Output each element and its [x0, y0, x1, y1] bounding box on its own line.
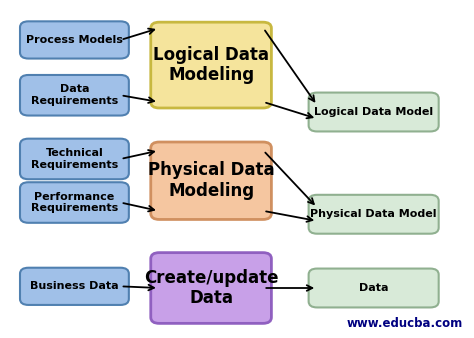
FancyBboxPatch shape: [309, 195, 438, 234]
Text: www.educba.com: www.educba.com: [347, 317, 463, 330]
FancyBboxPatch shape: [20, 182, 129, 223]
Text: Data: Data: [359, 283, 388, 293]
FancyBboxPatch shape: [151, 142, 272, 219]
FancyBboxPatch shape: [20, 139, 129, 179]
FancyBboxPatch shape: [151, 252, 272, 323]
FancyBboxPatch shape: [309, 269, 438, 308]
Text: Business Data: Business Data: [30, 281, 119, 291]
Text: Logical Data Model: Logical Data Model: [314, 107, 433, 117]
Text: Physical Data
Modeling: Physical Data Modeling: [148, 161, 274, 200]
FancyBboxPatch shape: [309, 93, 438, 131]
Text: Data
Requirements: Data Requirements: [31, 84, 118, 106]
Text: Create/update
Data: Create/update Data: [144, 269, 278, 307]
FancyBboxPatch shape: [20, 75, 129, 116]
Text: Process Models: Process Models: [26, 35, 123, 45]
Text: Performance
Requirements: Performance Requirements: [31, 192, 118, 213]
Text: Technical
Requirements: Technical Requirements: [31, 148, 118, 170]
Text: Logical Data
Modeling: Logical Data Modeling: [153, 46, 269, 84]
FancyBboxPatch shape: [20, 268, 129, 305]
Text: Physical Data Model: Physical Data Model: [310, 209, 437, 219]
FancyBboxPatch shape: [20, 21, 129, 58]
FancyBboxPatch shape: [151, 22, 272, 108]
